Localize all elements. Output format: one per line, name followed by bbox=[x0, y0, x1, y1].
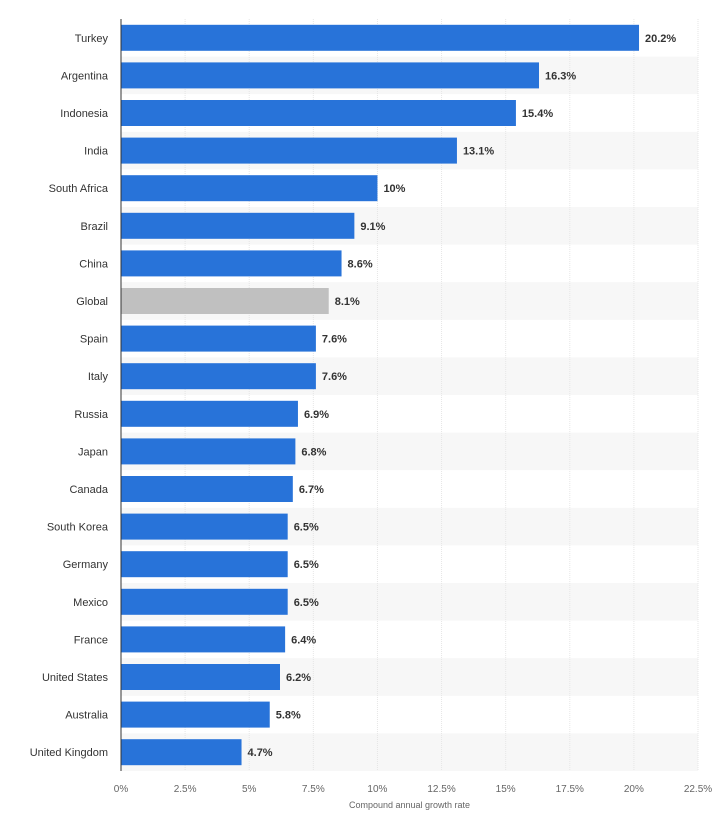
bar-china bbox=[121, 250, 342, 277]
category-label: Canada bbox=[69, 484, 108, 496]
category-label: India bbox=[84, 146, 109, 158]
category-label: Russia bbox=[74, 409, 109, 421]
bar-india bbox=[121, 137, 457, 164]
bar-united-kingdom bbox=[121, 739, 242, 766]
category-label: South Africa bbox=[49, 183, 109, 195]
bar-japan bbox=[121, 438, 296, 465]
category-label: Global bbox=[76, 296, 108, 308]
bar-indonesia bbox=[121, 100, 516, 126]
category-label: Indonesia bbox=[60, 108, 109, 120]
category-label: Spain bbox=[80, 334, 108, 346]
bar-france bbox=[121, 626, 286, 653]
x-tick-label: 10% bbox=[367, 784, 387, 795]
bar-layer bbox=[121, 24, 640, 766]
bar-germany bbox=[121, 551, 288, 578]
category-label-layer: Turkey Argentina Indonesia India South Afric… bbox=[30, 33, 109, 759]
x-tick-label: 15% bbox=[496, 784, 516, 795]
x-tick-label: 0% bbox=[114, 784, 129, 795]
bar-global bbox=[121, 288, 329, 314]
data-label: 6.7% bbox=[299, 484, 324, 496]
bar-australia bbox=[121, 701, 270, 728]
bar-united-states bbox=[121, 664, 280, 690]
data-label: 9.1% bbox=[360, 221, 385, 233]
data-label: 6.8% bbox=[301, 446, 326, 458]
category-label: Germany bbox=[63, 559, 109, 571]
data-label: 7.6% bbox=[322, 371, 347, 383]
category-label: United States bbox=[42, 672, 109, 684]
category-label: South Korea bbox=[47, 522, 109, 534]
bar-spain bbox=[121, 325, 316, 352]
data-label: 5.8% bbox=[276, 710, 301, 722]
x-tick-label: 22.5% bbox=[684, 784, 712, 795]
data-label: 8.6% bbox=[348, 258, 373, 270]
x-tick-label: 20% bbox=[624, 784, 644, 795]
category-label: Brazil bbox=[80, 221, 108, 233]
x-tick-label: 7.5% bbox=[302, 784, 325, 795]
data-label: 6.9% bbox=[304, 409, 329, 421]
bar-mexico bbox=[121, 588, 288, 615]
data-label: 7.6% bbox=[322, 334, 347, 346]
data-label: 6.5% bbox=[294, 559, 319, 571]
data-label: 8.1% bbox=[335, 296, 360, 308]
bar-canada bbox=[121, 476, 293, 502]
data-label: 20.2% bbox=[645, 33, 676, 45]
bar-turkey bbox=[121, 24, 640, 51]
data-label: 6.5% bbox=[294, 597, 319, 609]
data-label: 16.3% bbox=[545, 70, 576, 82]
x-axis-title: Compound annual growth rate bbox=[349, 800, 470, 810]
bar-south-africa bbox=[121, 175, 378, 202]
data-label: 4.7% bbox=[248, 747, 273, 759]
data-label: 15.4% bbox=[522, 108, 553, 120]
x-tick-label: 2.5% bbox=[174, 784, 197, 795]
bar-argentina bbox=[121, 62, 540, 89]
x-tick-label: 17.5% bbox=[556, 784, 584, 795]
category-label: Argentina bbox=[61, 70, 109, 82]
category-label: Japan bbox=[78, 446, 108, 458]
bar-italy bbox=[121, 363, 316, 390]
category-label: Mexico bbox=[73, 597, 108, 609]
data-label: 6.4% bbox=[291, 634, 316, 646]
category-label: Turkey bbox=[75, 33, 109, 45]
category-label: Australia bbox=[65, 710, 109, 722]
bar-brazil bbox=[121, 212, 355, 239]
bar-south-korea bbox=[121, 513, 288, 540]
x-tick-label-layer: 0% 2.5% 5% 7.5% 10% 12.5% 15% 17.5% 20% 22.5% bbox=[114, 784, 713, 795]
x-tick-label: 12.5% bbox=[427, 784, 455, 795]
value-label-layer: 20.2% 16.3% 15.4% 13.1% 10% 9.1% 8.6% 8.1% 7.6% 7… bbox=[248, 33, 677, 759]
category-label: France bbox=[74, 634, 108, 646]
category-label: China bbox=[79, 258, 109, 270]
category-label: Italy bbox=[88, 371, 109, 383]
data-label: 10% bbox=[383, 183, 405, 195]
bar-russia bbox=[121, 400, 298, 427]
data-label: 6.2% bbox=[286, 672, 311, 684]
x-tick-label: 5% bbox=[242, 784, 257, 795]
data-label: 13.1% bbox=[463, 146, 494, 158]
category-label: United Kingdom bbox=[30, 747, 108, 759]
data-label: 6.5% bbox=[294, 522, 319, 534]
